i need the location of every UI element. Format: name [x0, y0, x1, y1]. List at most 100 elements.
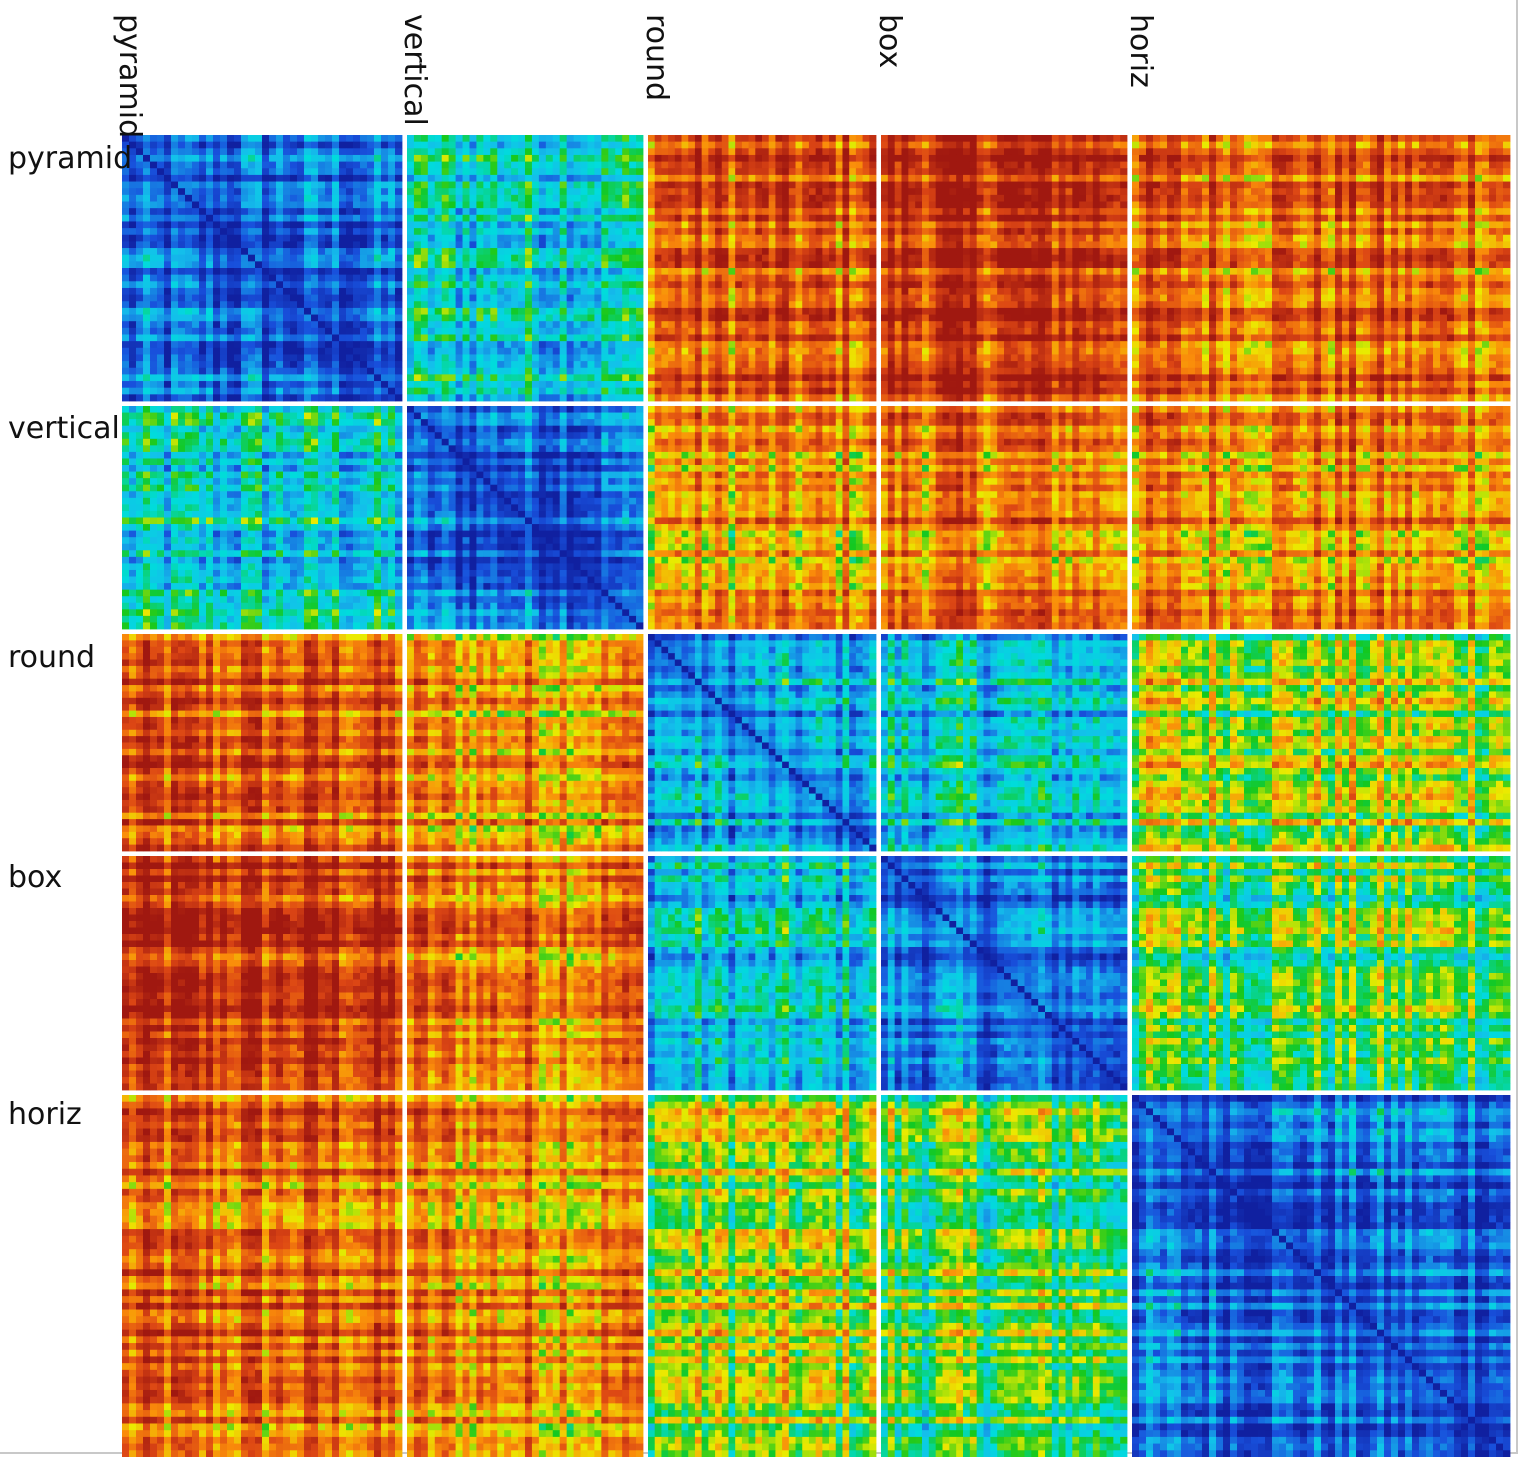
heatmap-cell — [427, 148, 436, 156]
heatmap-cell — [1051, 161, 1060, 169]
heatmap-cell — [367, 381, 375, 389]
heatmap-cell — [185, 181, 193, 189]
heatmap-cell — [346, 148, 354, 156]
heatmap-cell — [615, 354, 623, 362]
heatmap-cell — [388, 208, 396, 216]
heatmap-cell — [887, 234, 896, 242]
heatmap-cell — [735, 354, 743, 362]
heatmap-cell — [171, 148, 179, 156]
heatmap-cell — [855, 341, 863, 349]
heatmap-cell — [629, 327, 637, 335]
heatmap-cell — [701, 321, 709, 329]
heatmap-cell — [269, 307, 277, 315]
heatmap-cell — [420, 161, 429, 169]
heatmap-cell — [701, 268, 709, 276]
heatmap-cell — [815, 168, 823, 176]
heatmap-cell — [1004, 254, 1012, 262]
heatmap-cell — [388, 201, 396, 209]
heatmap-cell — [234, 141, 242, 149]
heatmap-cell — [276, 241, 284, 249]
heatmap-cell — [788, 194, 796, 202]
heatmap-cell — [395, 327, 403, 335]
heatmap-cell — [775, 248, 783, 256]
heatmap-cell — [531, 294, 540, 302]
heatmap-cell — [297, 221, 305, 229]
heatmap-cell — [935, 188, 943, 196]
heatmap-cell — [199, 208, 207, 216]
heatmap-cell — [395, 254, 403, 262]
heatmap-cell — [1079, 135, 1087, 143]
heatmap-cell — [748, 341, 756, 349]
heatmap-cell — [608, 241, 616, 249]
heatmap-cell — [622, 141, 630, 149]
heatmap-cell — [269, 154, 277, 162]
heatmap-cell — [869, 141, 877, 149]
heatmap-cell — [881, 241, 889, 249]
heatmap-cell — [441, 188, 450, 196]
heatmap-cell — [483, 174, 491, 182]
heatmap-cell — [413, 228, 422, 236]
heatmap-cell — [490, 381, 498, 389]
heatmap-cell — [332, 181, 340, 189]
heatmap-cell — [199, 201, 207, 209]
heatmap-cell — [388, 174, 396, 182]
heatmap-cell — [608, 174, 616, 182]
heatmap-cell — [434, 161, 443, 169]
heatmap-cell — [587, 387, 595, 395]
heatmap-cell — [963, 208, 971, 216]
heatmap-cell — [150, 148, 158, 156]
heatmap-cell — [708, 181, 716, 189]
heatmap-cell — [1017, 168, 1025, 176]
heatmap-cell — [636, 248, 644, 256]
heatmap-cell — [636, 381, 644, 389]
heatmap-cell — [1079, 208, 1087, 216]
heatmap-cell — [192, 287, 200, 295]
heatmap-cell — [802, 214, 810, 222]
heatmap-cell — [311, 241, 319, 249]
heatmap-cell — [248, 381, 256, 389]
heatmap-cell — [381, 361, 389, 369]
heatmap-cell — [413, 327, 422, 335]
heatmap-cell — [795, 374, 803, 382]
heatmap-cell — [469, 387, 477, 395]
heatmap-cell — [748, 234, 756, 242]
heatmap-cell — [318, 228, 326, 236]
heatmap-cell — [566, 307, 574, 315]
heatmap-cell — [199, 301, 207, 309]
heatmap-cell — [150, 361, 158, 369]
heatmap-cell — [518, 194, 526, 202]
heatmap-cell — [441, 374, 450, 382]
heatmap-cell — [694, 301, 703, 309]
heatmap-cell — [538, 135, 547, 143]
heatmap-cell — [227, 314, 235, 322]
heatmap-cell — [178, 148, 186, 156]
heatmap-cell — [248, 321, 256, 329]
heatmap-cell — [483, 181, 491, 189]
heatmap-cell — [741, 321, 749, 329]
heatmap-cell — [360, 141, 368, 149]
heatmap-cell — [150, 135, 158, 143]
heatmap-cell — [822, 181, 830, 189]
heatmap-cell — [511, 174, 519, 182]
heatmap-cell — [220, 228, 228, 236]
heatmap-cell — [525, 381, 533, 389]
heatmap-cell — [283, 307, 291, 315]
heatmap-cell — [157, 268, 165, 276]
heatmap-cell — [518, 188, 526, 196]
heatmap-cell — [206, 148, 214, 156]
heatmap-cell — [795, 307, 803, 315]
heatmap-cell — [276, 174, 284, 182]
heatmap-cell — [311, 135, 319, 143]
heatmap-cell — [842, 327, 850, 335]
heatmap-cell — [353, 214, 361, 222]
heatmap-cell — [894, 194, 902, 202]
heatmap-cell — [622, 268, 630, 276]
heatmap-cell — [615, 248, 623, 256]
heatmap-cell — [413, 208, 422, 216]
heatmap-cell — [318, 327, 326, 335]
heatmap-cell — [849, 261, 857, 269]
heatmap-cell — [497, 174, 505, 182]
heatmap-cell — [248, 307, 256, 315]
heatmap-cell — [822, 341, 830, 349]
heatmap-cell — [748, 221, 756, 229]
